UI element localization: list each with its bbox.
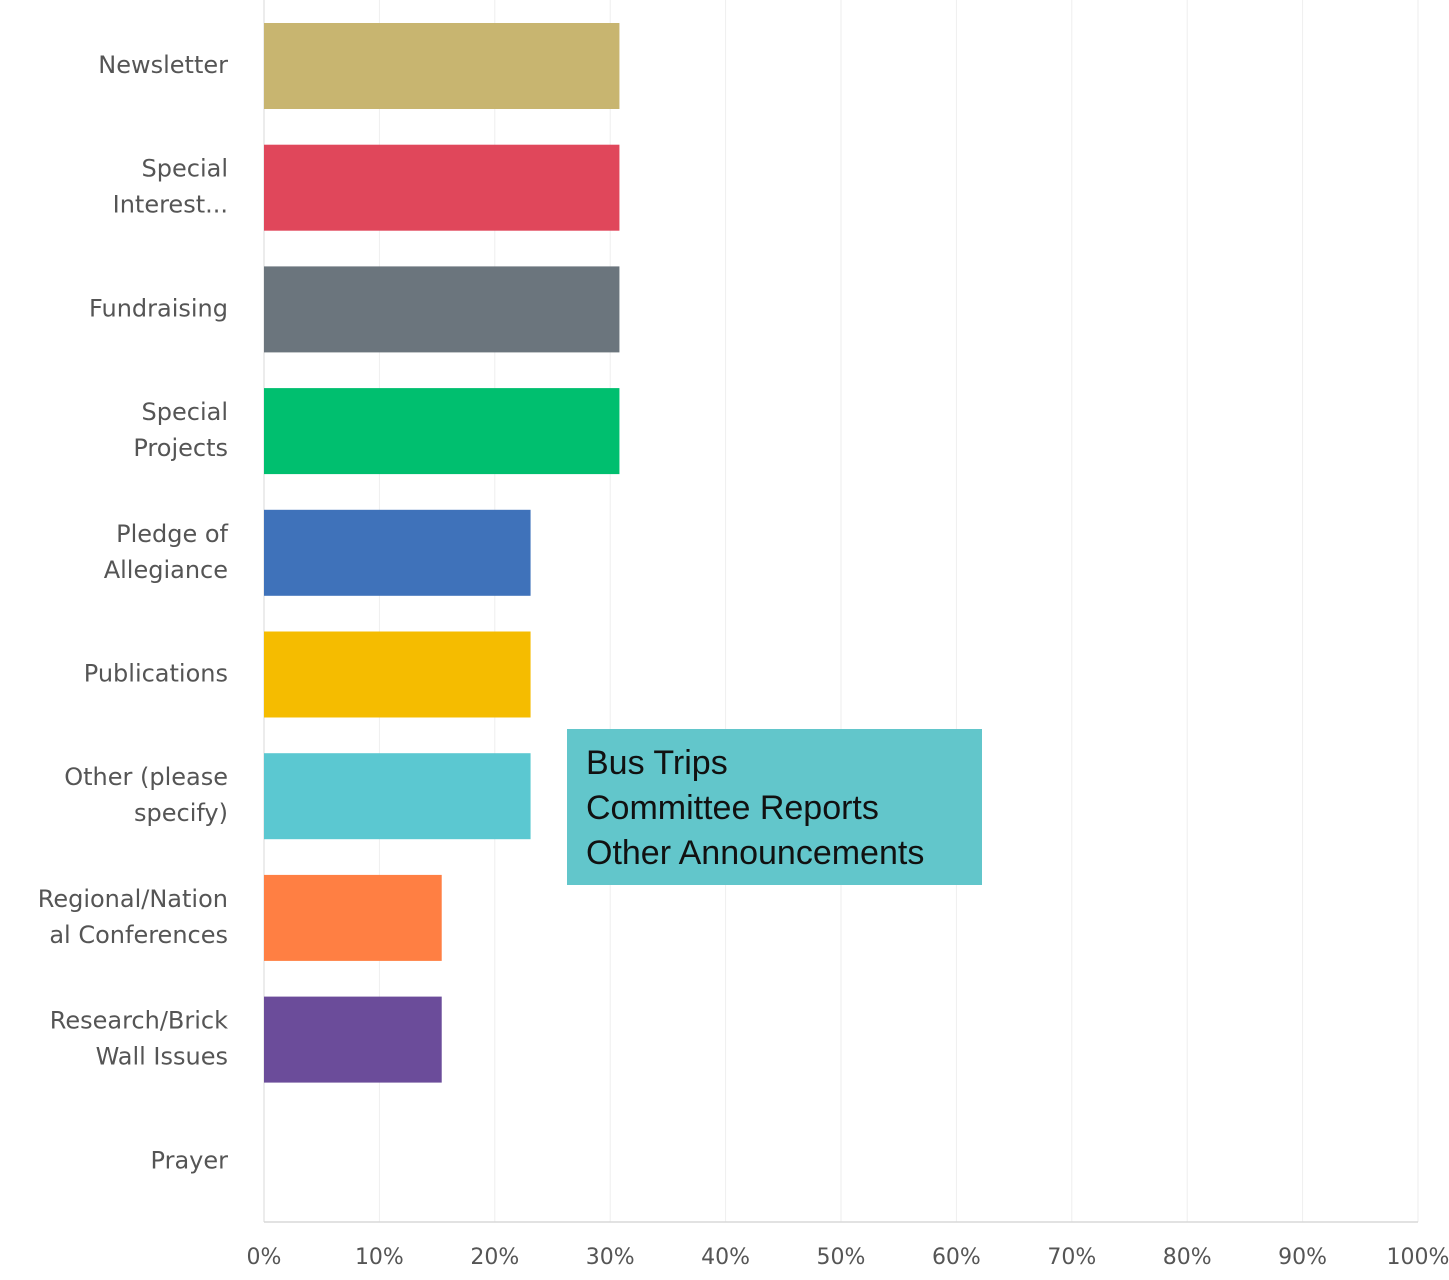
bar-7 [264,874,442,961]
category-label-2-0: Fundraising [89,294,228,322]
x-tick-label-90: 90% [1278,1245,1327,1270]
bar-8 [264,996,442,1083]
category-label-8-1: Wall Issues [96,1043,228,1071]
bar-0 [264,23,620,109]
x-tick-label-80: 80% [1163,1245,1212,1270]
x-tick-label-100: 100% [1387,1245,1449,1270]
annotation-line-other-announcements: Other Announcements [586,834,925,872]
category-label-3-1: Projects [133,434,228,462]
bar-4 [264,509,531,596]
category-label-8-0: Research/Brick [50,1007,228,1035]
category-label-4-0: Pledge of [116,520,228,548]
category-label-6-1: specify) [134,799,228,827]
category-label-0-0: Newsletter [98,51,228,79]
x-tick-label-60: 60% [932,1245,981,1270]
bar-2 [264,266,620,353]
x-tick-label-30: 30% [586,1245,635,1270]
annotation-line-committee-reports: Committee Reports [586,789,879,827]
annotation-line-bus-trips: Bus Trips [586,744,728,782]
bar-6 [264,753,531,840]
bar-1 [264,144,620,231]
x-tick-label-20: 20% [470,1245,519,1270]
category-label-6-0: Other (please [64,763,228,791]
category-label-4-1: Allegiance [104,556,228,584]
category-label-7-0: Regional/Nation [38,885,228,913]
x-tick-label-70: 70% [1047,1245,1096,1270]
category-label-5-0: Publications [84,660,228,688]
category-label-1-0: Special [142,155,228,183]
x-tick-label-50: 50% [817,1245,866,1270]
category-label-7-1: al Conferences [49,921,228,949]
x-tick-label-40: 40% [701,1245,750,1270]
category-label-9-0: Prayer [151,1146,229,1174]
category-label-1-1: Interest... [113,191,228,219]
annotation-box: Bus Trips Committee Reports Other Announ… [567,729,982,885]
x-tick-label-10: 10% [355,1245,404,1270]
category-label-3-0: Special [142,398,228,426]
bar-5 [264,631,531,718]
bar-3 [264,388,620,475]
x-tick-label-0: 0% [247,1245,282,1270]
